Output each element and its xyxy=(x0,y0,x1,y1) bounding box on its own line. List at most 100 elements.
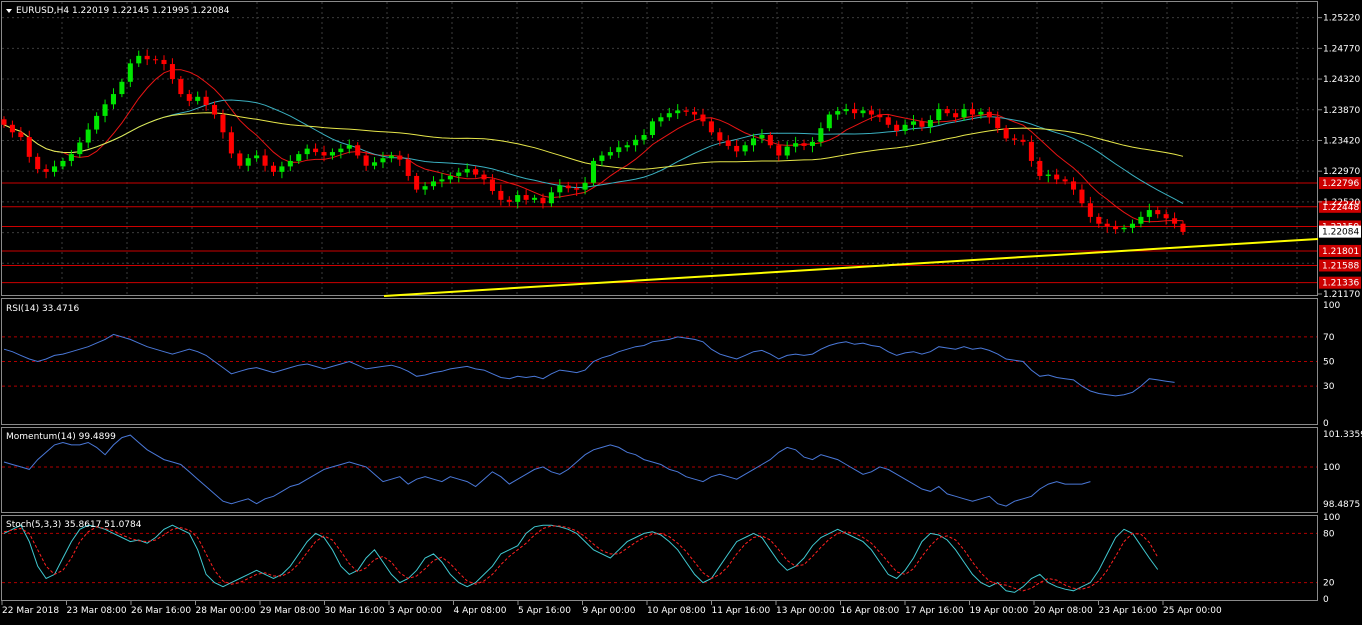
candle-bull xyxy=(380,158,386,163)
candle-bull xyxy=(666,113,672,118)
time-tick-label: 5 Apr 16:00 xyxy=(518,606,571,616)
candle-bear xyxy=(473,169,479,175)
candle-bull xyxy=(978,111,984,115)
level-tag xyxy=(1319,200,1361,213)
grid xyxy=(2,2,1317,295)
time-tick-label: 10 Apr 08:00 xyxy=(647,606,706,616)
candle-bull xyxy=(633,139,639,146)
candle-bull xyxy=(338,148,344,153)
time-tick-label: 17 Apr 16:00 xyxy=(905,606,964,616)
candle-bear xyxy=(313,148,319,153)
caret-down-icon[interactable] xyxy=(6,9,12,13)
candle-bull xyxy=(447,175,453,180)
candle-bull xyxy=(548,192,554,204)
candle-bear xyxy=(919,121,925,127)
candle-bull xyxy=(607,152,613,156)
candle-bear xyxy=(683,110,689,112)
candle-bear xyxy=(1113,226,1119,230)
candle-bull xyxy=(809,141,815,146)
candle-bear xyxy=(1003,128,1009,139)
level-label: 1.21588 xyxy=(1322,261,1359,271)
candle-bear xyxy=(1079,189,1085,204)
trendline[interactable] xyxy=(383,238,1319,297)
candle-bear xyxy=(540,197,546,204)
momentum-line xyxy=(3,434,1091,507)
candle-bear xyxy=(270,165,277,172)
candle-bear xyxy=(26,137,32,157)
level-tag xyxy=(1319,276,1361,289)
rsi-line xyxy=(3,333,1175,397)
candle-bear xyxy=(1012,138,1018,140)
level-tag xyxy=(1319,244,1361,257)
candle-bull xyxy=(52,166,58,172)
candle-bear xyxy=(178,79,184,95)
candle-bear xyxy=(481,174,487,180)
candle-bull xyxy=(641,135,647,140)
candle-bear xyxy=(144,55,150,60)
candle-bull xyxy=(329,152,335,156)
candle-bull xyxy=(439,179,445,182)
candle-bull xyxy=(1045,174,1051,176)
candle-bear xyxy=(9,124,15,133)
candle-bear xyxy=(1172,218,1178,224)
time-tick-label: 25 Apr 00:00 xyxy=(1163,606,1222,616)
candle-bear xyxy=(363,155,369,166)
indicator-tick-label: 101.3359 xyxy=(1323,430,1362,440)
candle-bull xyxy=(961,109,967,118)
rsi-indicator: 70 50 30 0 100 xyxy=(2,301,1340,429)
price-tick-label: 1.22970 xyxy=(1323,167,1360,177)
candle-bull xyxy=(94,115,100,130)
ma-fast-line xyxy=(3,69,1184,223)
stoch-panel-border xyxy=(1,515,1318,601)
price-tick-label: 1.24320 xyxy=(1323,75,1360,85)
price-tick-label: 1.25220 xyxy=(1323,14,1360,24)
candle-bear xyxy=(1104,223,1110,227)
time-tick-label: 19 Apr 00:00 xyxy=(970,606,1029,616)
indicator-tick-label: 100 xyxy=(1323,463,1340,473)
indicator-tick-label: 70 xyxy=(1323,333,1335,343)
candle-bull xyxy=(127,63,133,82)
candle-bear xyxy=(153,59,159,61)
candle-bear xyxy=(498,190,504,200)
candle-bear xyxy=(186,94,192,101)
candle-bull xyxy=(649,121,655,136)
candle-bear xyxy=(169,64,175,80)
candle-bull xyxy=(818,128,824,142)
time-tick-label: 26 Mar 16:00 xyxy=(131,606,191,616)
rsi-title: RSI(14) 33.4716 xyxy=(6,304,79,314)
candle-bull xyxy=(102,104,108,116)
indicator-tick-label: 0 xyxy=(1323,595,1329,605)
candle-bear xyxy=(776,145,782,156)
symbol-header[interactable]: EURUSD,H4 1.22019 1.22145 1.21995 1.2208… xyxy=(6,6,230,16)
candle-bear xyxy=(489,179,495,191)
momentum-title: Momentum(14) 99.4899 xyxy=(6,432,116,442)
level-tag xyxy=(1319,259,1361,272)
candle-bear xyxy=(18,132,24,138)
rsi-panel-border xyxy=(1,298,1318,425)
candle-bull xyxy=(624,145,630,148)
candle-bear xyxy=(1070,181,1077,190)
time-tick-label: 9 Apr 00:00 xyxy=(583,606,636,616)
candle-bear xyxy=(725,140,731,146)
candle-bear xyxy=(894,124,900,131)
candle-bull xyxy=(910,121,917,125)
candle-bear xyxy=(237,153,243,166)
stoch-main-line xyxy=(3,524,1159,593)
candle-bull xyxy=(254,155,260,159)
candle-bull xyxy=(902,124,908,131)
candle-bear xyxy=(885,117,891,125)
main-panel-border xyxy=(1,1,1318,296)
candle-bull xyxy=(77,142,83,155)
stoch-title: Stoch(5,3,3) 35.8617 51.0784 xyxy=(6,520,142,530)
time-tick-label: 23 Mar 08:00 xyxy=(67,606,127,616)
stochastic-indicator: 100 80 20 0 xyxy=(2,513,1340,605)
candle-bull xyxy=(515,195,521,202)
stoch-signal-line xyxy=(3,525,1159,592)
candle-bear xyxy=(852,109,858,114)
candle-bull xyxy=(1121,227,1127,230)
indicator-tick-label: 98.4875 xyxy=(1323,500,1360,510)
horizontal-levels[interactable]: 1.227961.224481.221591.218011.215881.213… xyxy=(2,177,1361,289)
candle-bull xyxy=(119,81,125,95)
